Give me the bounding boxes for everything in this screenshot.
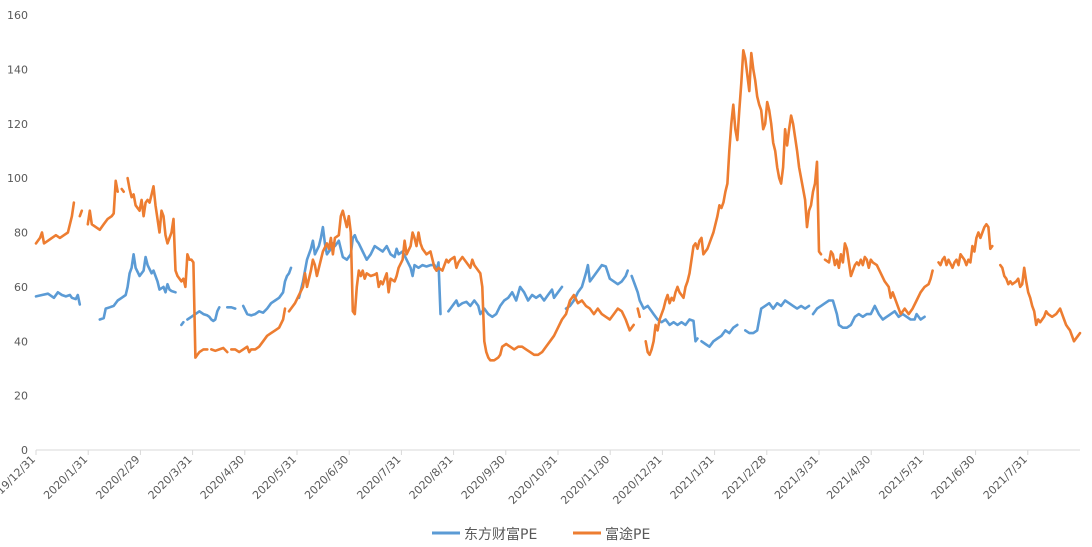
y-tick-label: 0 [21,444,28,457]
series-line-1 [34,49,1082,362]
x-tick-label: 2020/11/30 [558,453,612,507]
y-tick-label: 20 [14,390,28,403]
y-tick-label: 100 [7,172,28,185]
y-tick-label: 160 [7,9,28,22]
x-tick-label: 2019/12/31 [0,453,38,507]
y-tick-label: 140 [7,63,28,76]
y-tick-label: 120 [7,118,28,131]
x-tick-label: 2020/4/30 [198,453,247,502]
legend-label-futu: 富途PE [605,526,650,543]
x-tick-label: 2021/2/28 [720,453,769,502]
x-tick-label: 2021/3/31 [772,453,821,502]
x-tick-label: 2020/9/30 [459,453,508,502]
legend: 东方财富PE 富途PE [432,526,650,543]
x-tick-label: 2020/8/31 [407,453,456,502]
x-tick-label: 2020/6/30 [302,453,351,502]
axes-layer: 0 20 40 60 80 100 120 140 160 2019/12/31 2020/1/31… [0,9,1080,507]
x-tick-label: 2020/1/31 [41,453,90,502]
x-tick-label: 2020/3/31 [146,453,195,502]
x-tick-label: 2021/7/31 [981,453,1030,502]
x-tick-label: 2020/7/31 [354,453,403,502]
x-tick-label: 2020/2/29 [93,453,142,502]
x-tick-label: 2021/4/30 [824,453,873,502]
x-tick-label: 2021/5/31 [876,453,925,502]
x-tick-label: 2020/5/31 [250,453,299,502]
x-tick-label: 2020/12/31 [610,453,664,507]
series-layer [34,49,1082,362]
x-tick-label: 2020/10/31 [506,453,560,507]
y-tick-label: 80 [14,227,28,240]
y-tick-label: 40 [14,335,28,348]
legend-label-dongfang: 东方财富PE [464,526,537,543]
x-tick-label: 2021/6/30 [929,453,978,502]
y-tick-label: 60 [14,281,28,294]
series-line-0 [34,225,926,348]
x-tick-label: 2021/1/31 [668,453,717,502]
